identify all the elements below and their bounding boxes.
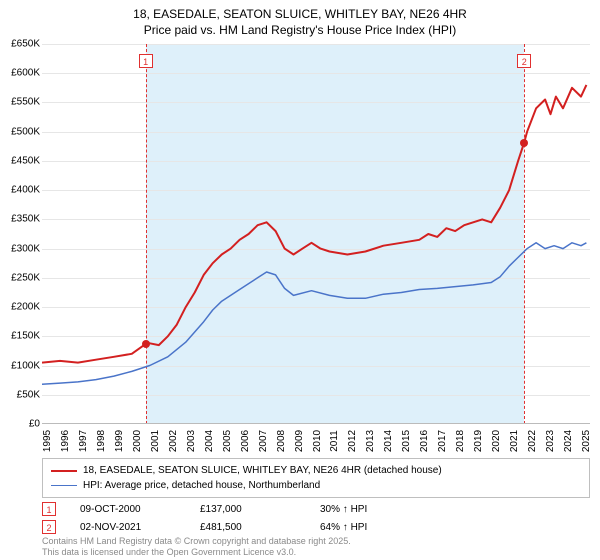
event-delta-1: 30% ↑ HPI [320, 504, 416, 515]
x-tick-label: 2023 [545, 430, 556, 452]
price-chart-card: 18, EASEDALE, SEATON SLUICE, WHITLEY BAY… [0, 0, 600, 560]
y-tick-label: £250K [0, 272, 40, 283]
y-tick-label: £450K [0, 155, 40, 166]
title-address: 18, EASEDALE, SEATON SLUICE, WHITLEY BAY… [0, 6, 600, 22]
y-tick-label: £200K [0, 302, 40, 313]
x-tick-label: 2024 [563, 430, 574, 452]
x-tick-label: 2004 [204, 430, 215, 452]
x-tick-label: 2006 [240, 430, 251, 452]
legend-row-hpi: HPI: Average price, detached house, Nort… [51, 478, 581, 493]
footer-line-2: This data is licensed under the Open Gov… [42, 547, 351, 558]
x-tick-label: 2022 [527, 430, 538, 452]
x-tick-label: 2005 [222, 430, 233, 452]
event-row-2: 2 02-NOV-2021 £481,500 64% ↑ HPI [42, 518, 590, 536]
y-tick-label: £350K [0, 214, 40, 225]
x-tick-label: 2001 [150, 430, 161, 452]
x-tick-label: 2010 [312, 430, 323, 452]
x-tick-label: 2017 [437, 430, 448, 452]
x-tick-label: 2020 [491, 430, 502, 452]
x-tick-label: 2003 [186, 430, 197, 452]
y-tick-label: £100K [0, 360, 40, 371]
x-tick-label: 2009 [294, 430, 305, 452]
x-tick-label: 2015 [401, 430, 412, 452]
x-tick-label: 2016 [419, 430, 430, 452]
x-axis-baseline [42, 423, 590, 424]
y-tick-label: £550K [0, 97, 40, 108]
series-dot [142, 340, 150, 348]
chart-legend: 18, EASEDALE, SEATON SLUICE, WHITLEY BAY… [42, 458, 590, 498]
x-tick-label: 1999 [114, 430, 125, 452]
series-line-hpi [42, 243, 586, 384]
event-list: 1 09-OCT-2000 £137,000 30% ↑ HPI 2 02-NO… [42, 500, 590, 536]
y-tick-label: £500K [0, 126, 40, 137]
x-tick-label: 1997 [78, 430, 89, 452]
chart-title-block: 18, EASEDALE, SEATON SLUICE, WHITLEY BAY… [0, 0, 600, 40]
legend-label-hpi: HPI: Average price, detached house, Nort… [83, 478, 320, 493]
y-tick-label: £600K [0, 68, 40, 79]
legend-swatch-property [51, 470, 77, 472]
attribution-footer: Contains HM Land Registry data © Crown c… [42, 536, 351, 559]
event-delta-2: 64% ↑ HPI [320, 522, 416, 533]
y-tick-label: £400K [0, 185, 40, 196]
x-tick-label: 2018 [455, 430, 466, 452]
title-subtitle: Price paid vs. HM Land Registry's House … [0, 22, 600, 38]
chart-plot-area: £0£50K£100K£150K£200K£250K£300K£350K£400… [42, 44, 590, 424]
series-dot [520, 139, 528, 147]
legend-row-property: 18, EASEDALE, SEATON SLUICE, WHITLEY BAY… [51, 463, 581, 478]
x-tick-label: 1998 [96, 430, 107, 452]
x-tick-label: 2019 [473, 430, 484, 452]
x-tick-label: 2007 [258, 430, 269, 452]
x-tick-label: 2025 [581, 430, 592, 452]
y-tick-label: £650K [0, 39, 40, 50]
event-price-1: £137,000 [200, 504, 296, 515]
footer-line-1: Contains HM Land Registry data © Crown c… [42, 536, 351, 547]
x-tick-label: 2021 [509, 430, 520, 452]
event-price-2: £481,500 [200, 522, 296, 533]
event-row-1: 1 09-OCT-2000 £137,000 30% ↑ HPI [42, 500, 590, 518]
event-badge-2: 2 [42, 520, 56, 534]
x-tick-label: 1995 [42, 430, 53, 452]
event-badge-on-chart: 1 [139, 54, 153, 68]
y-tick-label: £150K [0, 331, 40, 342]
legend-swatch-hpi [51, 485, 77, 486]
y-tick-label: £300K [0, 243, 40, 254]
x-tick-label: 2014 [383, 430, 394, 452]
event-date-1: 09-OCT-2000 [80, 504, 176, 515]
event-date-2: 02-NOV-2021 [80, 522, 176, 533]
x-tick-label: 2008 [276, 430, 287, 452]
x-tick-label: 2002 [168, 430, 179, 452]
x-tick-label: 2013 [365, 430, 376, 452]
x-tick-label: 2000 [132, 430, 143, 452]
x-tick-label: 2011 [329, 430, 340, 452]
series-line-property [42, 85, 586, 363]
x-tick-label: 1996 [60, 430, 71, 452]
line-series-svg [42, 44, 590, 424]
event-badge-on-chart: 2 [517, 54, 531, 68]
x-tick-label: 2012 [347, 430, 358, 452]
y-tick-label: £50K [0, 389, 40, 400]
event-badge-1: 1 [42, 502, 56, 516]
legend-label-property: 18, EASEDALE, SEATON SLUICE, WHITLEY BAY… [83, 463, 442, 478]
y-tick-label: £0 [0, 419, 40, 430]
